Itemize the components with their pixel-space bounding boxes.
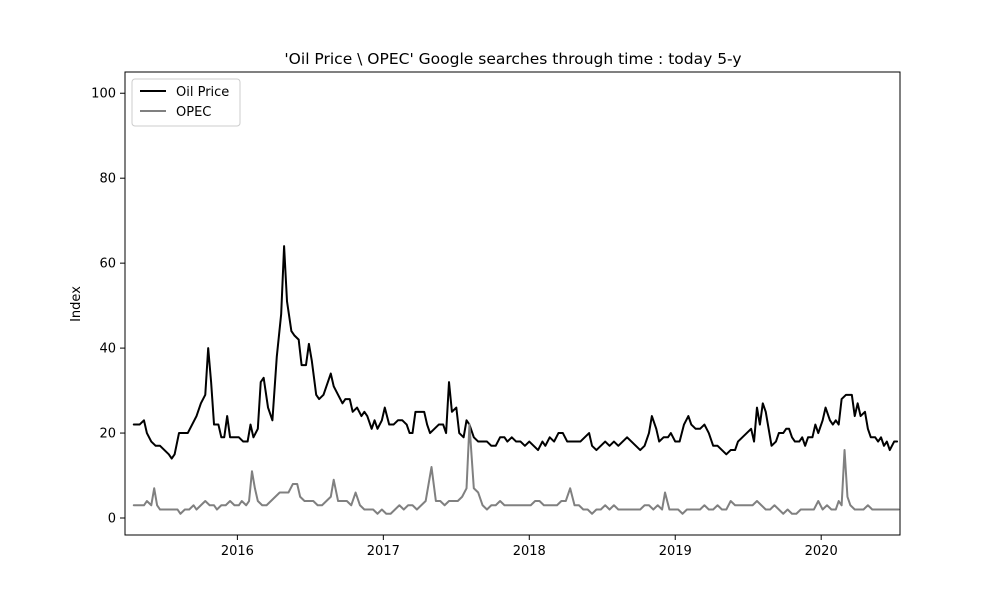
series-layer bbox=[132, 245, 900, 515]
y-axis-label: Index bbox=[69, 286, 84, 322]
x-tick-label: 2017 bbox=[367, 544, 400, 559]
x-tick-label: 2016 bbox=[221, 544, 254, 559]
plot-frame bbox=[124, 71, 901, 536]
legend-label-oil-price: Oil Price bbox=[176, 85, 229, 100]
x-tick-label: 2018 bbox=[513, 544, 546, 559]
y-axis: 0 20 40 60 80 100 bbox=[91, 87, 125, 527]
y-tick-label: 20 bbox=[99, 427, 116, 442]
chart-title: 'Oil Price \ OPEC' Google searches throu… bbox=[284, 50, 741, 68]
x-axis: 2016 2017 2018 2019 2020 bbox=[221, 535, 838, 559]
x-tick-label: 2020 bbox=[805, 544, 838, 559]
x-tick-label: 2019 bbox=[659, 544, 692, 559]
y-tick-label: 40 bbox=[99, 342, 116, 357]
legend-label-opec: OPEC bbox=[176, 105, 211, 120]
y-tick-label: 60 bbox=[99, 257, 116, 272]
y-tick-label: 80 bbox=[99, 172, 116, 187]
legend: Oil Price OPEC bbox=[131, 78, 241, 127]
series-line-oil-price bbox=[132, 245, 899, 460]
y-tick-label: 100 bbox=[91, 87, 116, 102]
series-line-opec bbox=[132, 423, 900, 515]
y-tick-label: 0 bbox=[108, 512, 116, 527]
